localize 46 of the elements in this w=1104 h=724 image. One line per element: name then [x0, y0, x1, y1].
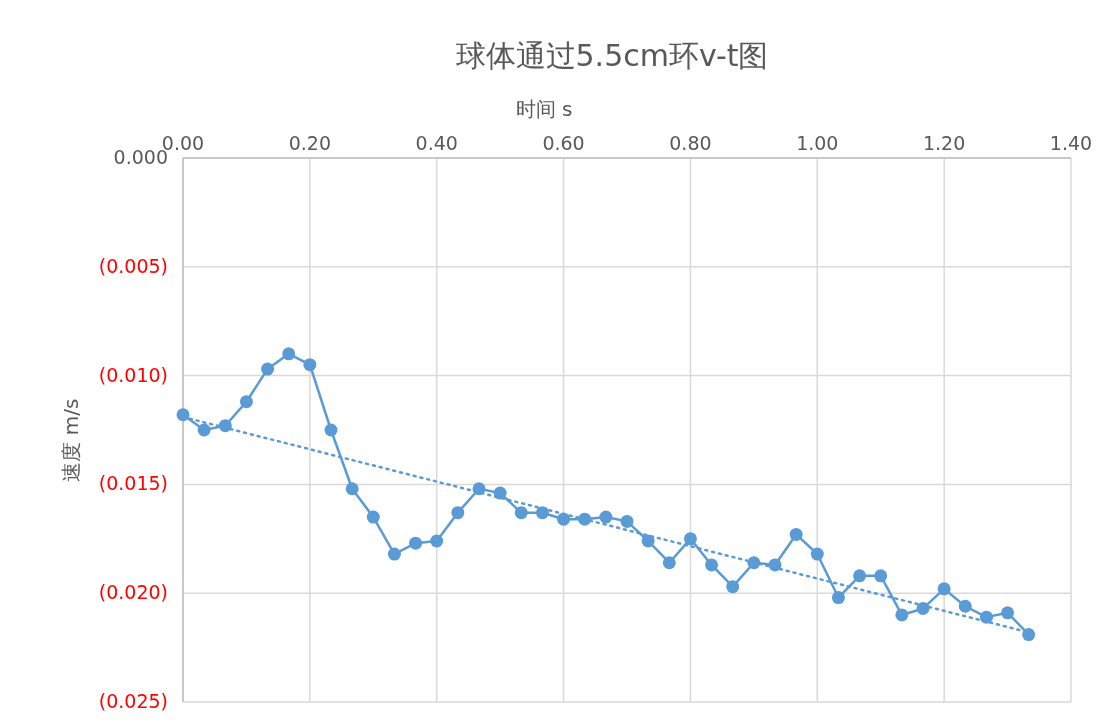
point [557, 512, 571, 526]
y-tick-label: (0.025) [98, 690, 168, 712]
point [789, 527, 803, 541]
x-tick-label: 0.80 [669, 132, 712, 154]
point [345, 482, 359, 496]
point [620, 514, 634, 528]
point [895, 608, 909, 622]
point [514, 506, 528, 520]
x-tick-label: 1.00 [796, 132, 839, 154]
y-axis-title: 速度 m/s [59, 398, 83, 482]
point [324, 423, 338, 437]
point [430, 534, 444, 548]
point [705, 558, 719, 572]
point [197, 423, 211, 437]
y-tick-label: (0.015) [98, 472, 168, 495]
x-tick-label: 0.60 [542, 132, 585, 154]
point [853, 569, 867, 583]
point [261, 362, 275, 376]
point [303, 358, 317, 372]
point [535, 506, 549, 520]
y-tick-label: (0.010) [98, 363, 168, 386]
point [874, 569, 888, 583]
point [451, 506, 465, 520]
x-tick-label: 1.40 [1049, 132, 1093, 154]
point [662, 556, 676, 570]
point [726, 580, 740, 594]
point [683, 532, 697, 546]
x-axis-title: 时间 s [515, 97, 573, 121]
point [937, 582, 951, 596]
x-tick-label: 1.20 [922, 132, 966, 154]
point [810, 547, 824, 561]
point [1022, 628, 1036, 642]
point [831, 591, 845, 605]
chart-title: 球体通过5.5cm环v-t图 [455, 38, 769, 73]
point [366, 510, 380, 524]
x-tick-label: 0.40 [415, 132, 458, 154]
point [387, 547, 401, 561]
point [1001, 606, 1015, 620]
point [282, 347, 296, 361]
x-tick-label: 0.20 [288, 132, 332, 154]
point [599, 510, 613, 524]
point [958, 599, 972, 613]
point [239, 395, 253, 409]
y-tick-label: (0.005) [98, 254, 168, 277]
y-tick-label: (0.020) [98, 581, 168, 604]
point [409, 536, 423, 550]
